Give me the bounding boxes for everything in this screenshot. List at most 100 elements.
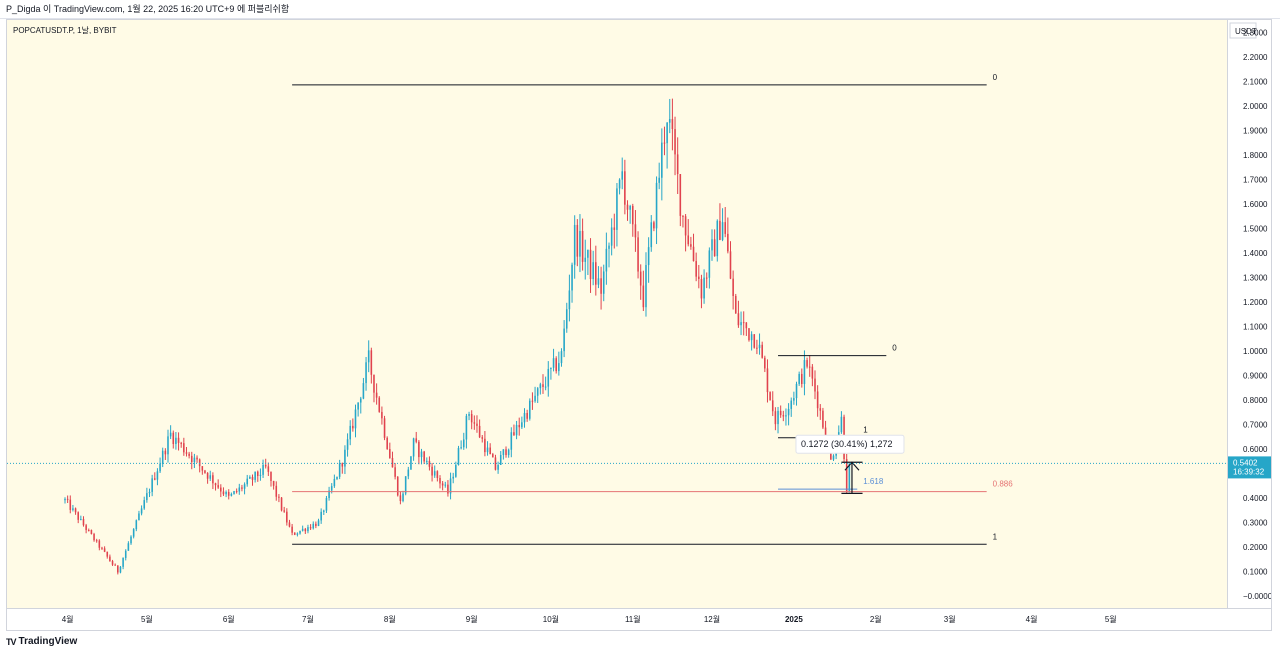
tradingview-logo[interactable]: TV TradingView [6,636,77,647]
candle-body [117,565,119,573]
candle [315,521,317,529]
candle-body [645,265,647,308]
candle-body [270,471,272,481]
candle-body [840,416,843,433]
candle [610,218,613,256]
candle-body [616,188,618,230]
candle [808,355,811,377]
candle [653,220,655,232]
publish-info-bar: P_Digda 이 TradingView.com, 1월 22, 2025 1… [0,0,1280,19]
candle [764,355,766,373]
candle [597,266,600,289]
candle [787,403,790,426]
candle-body [629,205,631,210]
candle [536,387,539,403]
candle-body [359,398,362,403]
price-axis-area[interactable] [1228,20,1271,608]
candle [832,454,835,462]
footer-bar: TV TradingView [0,632,1280,654]
candle [183,437,185,456]
symbol-label: POPCATUSDT.P, 1날, BYBIT [13,25,117,35]
candle-body [209,475,212,479]
candle-body [214,483,217,486]
candle [703,269,705,304]
candle-body [423,451,425,462]
candle-body [375,392,378,398]
measure-layer: 0.1272 (30.41%) 1,272 [795,434,905,494]
candle-body [132,529,135,537]
candle [336,476,338,481]
candle [695,252,697,282]
candle-body [661,142,663,178]
candle [225,490,227,498]
candle-body [74,508,77,513]
candle-body [404,476,407,494]
candle [72,504,74,512]
publish-info-text: P_Digda 이 TradingView.com, 1월 22, 2025 1… [6,4,290,14]
candle [605,232,608,285]
candle [700,274,703,309]
candle [328,486,330,501]
candle [568,274,571,322]
candle-body [428,460,431,467]
candle-body [798,373,800,384]
candle [180,441,182,448]
time-axis-area[interactable] [7,609,1271,630]
candle-body [135,520,138,530]
candle-body [119,566,122,573]
chart-frame[interactable]: POPCATUSDT.P, 1날, BYBIT USDT 0 0.886 1 0 1 1.… [6,19,1272,631]
candle-body [217,485,219,488]
candle-body [814,378,816,392]
candle-body [560,351,563,364]
candle-body [492,454,494,458]
candle [494,454,497,471]
candle-body [249,476,251,479]
candle-body [465,415,468,440]
candle [645,252,647,317]
candle [690,236,692,250]
candle-body [555,358,557,372]
candle-body [473,422,476,424]
x-axis-labels: 4월 5월 6월 7월 8월 9월 10월 11월 12월 2025 2월 3월 4월 5월 [62,614,1117,624]
candle [90,529,93,535]
candle-body [254,471,256,480]
candle-body [272,480,275,486]
candle-body [320,511,322,521]
candle-body [130,536,132,544]
candle-body [204,470,206,473]
y-tick-label: 0.4000 [1243,494,1268,503]
price-chart[interactable]: POPCATUSDT.P, 1날, BYBIT USDT 0 0.886 1 0 1 1.… [7,20,1271,630]
x-tick-label: 5월 [141,614,153,624]
candle [521,416,523,430]
candle [193,453,196,469]
candle [243,482,246,495]
candle [428,456,431,471]
candle [399,491,402,505]
candle-body [227,491,230,496]
candle-body [367,350,370,363]
candle [288,519,291,528]
candle-body [816,391,819,409]
candle [433,465,436,478]
candle [782,410,785,422]
candle-body [381,411,383,419]
candle [391,451,394,468]
candle [238,483,241,495]
x-tick-label: 6월 [223,614,235,624]
candle [323,509,325,515]
candle-body [600,278,602,294]
fib-level-label: 0 [993,73,998,82]
candle-body [212,475,214,484]
candle [119,565,122,574]
candle-body [550,367,552,369]
candle [87,528,90,532]
candle [579,214,581,273]
candle [325,495,328,514]
candle-body [415,438,418,442]
candle [362,377,365,400]
y-tick-label: 1.5000 [1243,224,1268,233]
currency-box[interactable] [1229,22,1257,39]
candle-body [90,530,93,534]
candle-body [481,437,484,439]
candle [153,472,156,481]
